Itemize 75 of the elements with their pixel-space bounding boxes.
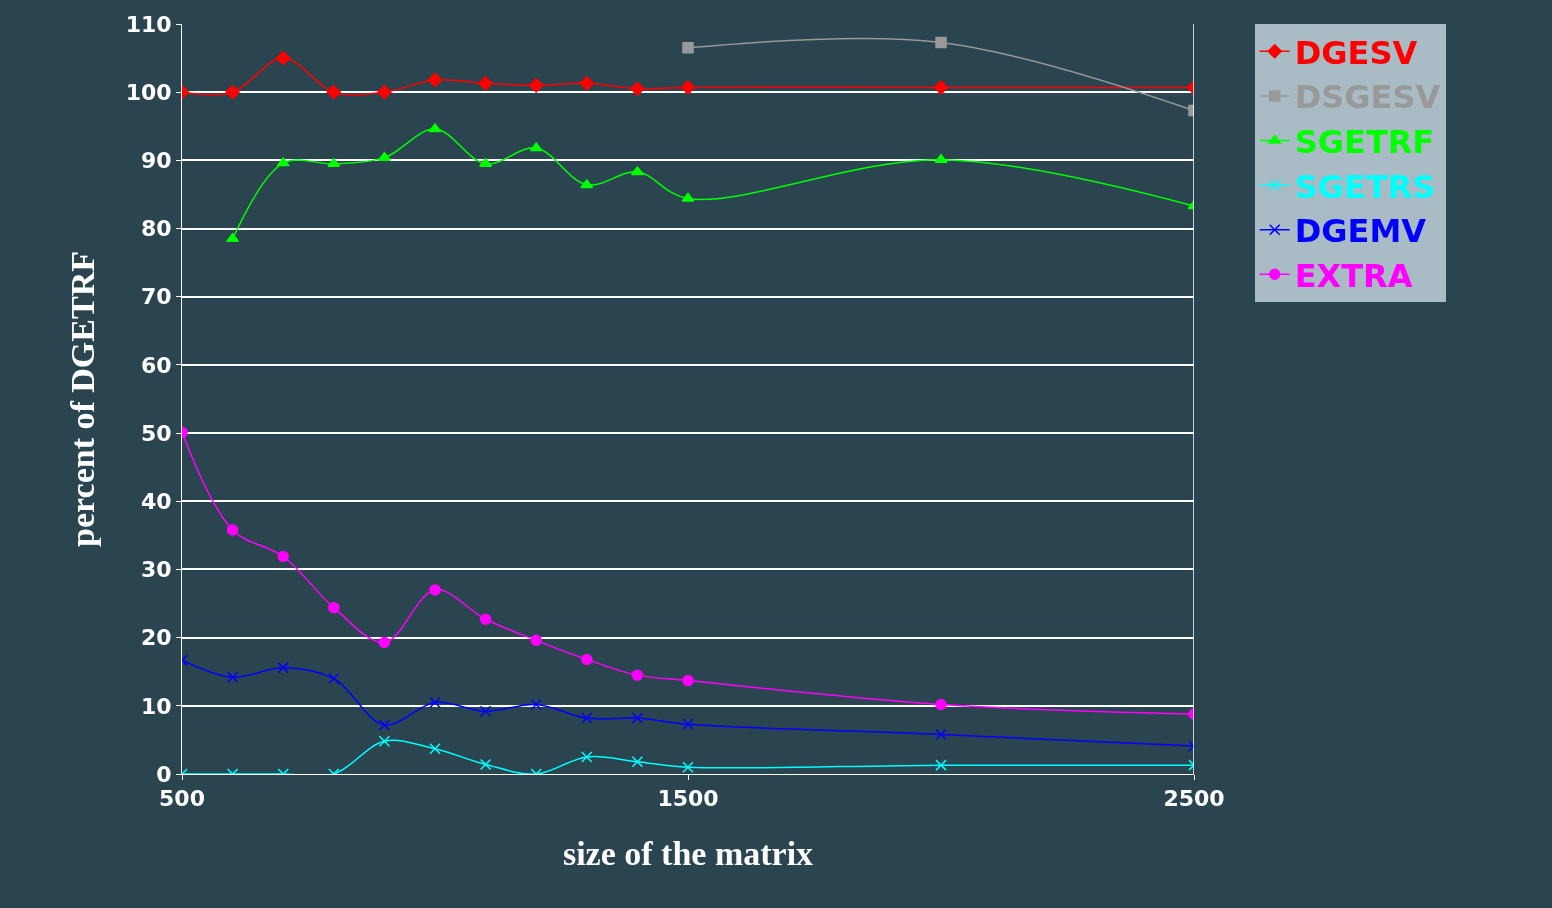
y-tick-label: 60 (140, 352, 172, 378)
point (934, 153, 948, 163)
x-tick-label: 2500 (1163, 786, 1225, 812)
point (479, 613, 492, 625)
point (429, 696, 441, 709)
point (935, 698, 947, 711)
point (682, 718, 694, 730)
point (579, 76, 595, 91)
y-tick-label: 30 (140, 557, 172, 583)
legend-label: EXTRA (1294, 256, 1413, 295)
legend-label: DGEMV (1294, 212, 1427, 251)
point (428, 123, 442, 133)
y-tick-label: 10 (140, 693, 172, 719)
point (377, 84, 392, 100)
point (682, 674, 694, 687)
x-axis-title: size of the matrix (562, 834, 814, 872)
point (479, 158, 493, 168)
point (933, 80, 949, 95)
y-tick-label: 100 (125, 79, 172, 105)
point (528, 78, 544, 93)
point (427, 72, 443, 88)
point (581, 712, 593, 724)
point (277, 661, 289, 674)
point (935, 36, 947, 49)
y-tick-label: 0 (156, 761, 172, 787)
point (630, 81, 645, 97)
x-tick-label: 500 (159, 786, 205, 812)
point (377, 151, 391, 161)
point (327, 158, 341, 168)
point (275, 50, 291, 66)
point (479, 705, 492, 718)
point (478, 76, 493, 91)
point (580, 179, 594, 189)
legend-label: SGETRS (1294, 167, 1436, 206)
y-axis-title: percent of DGETRF (64, 251, 102, 547)
y-tick-label: 50 (140, 420, 172, 446)
point (328, 601, 340, 614)
point (276, 157, 290, 167)
point (226, 671, 239, 683)
y-tick-label: 70 (140, 284, 172, 310)
point (328, 672, 340, 685)
point (631, 669, 644, 681)
y-tick-label: 20 (140, 625, 172, 651)
point (530, 698, 542, 711)
y-tick-label: 40 (140, 488, 172, 514)
legend-label: DGESV (1294, 33, 1418, 72)
point (581, 751, 593, 763)
point (630, 166, 644, 176)
point (326, 84, 342, 100)
point (226, 233, 240, 243)
point (682, 42, 694, 54)
point (935, 759, 947, 771)
point (378, 735, 391, 748)
y-tick-label: 110 (125, 11, 172, 37)
point (529, 142, 543, 152)
point (530, 634, 542, 647)
point (429, 743, 441, 755)
point (277, 550, 289, 563)
point (226, 524, 239, 536)
point (681, 192, 695, 202)
point (631, 755, 644, 768)
point (935, 728, 947, 741)
point (378, 636, 391, 649)
point (682, 761, 694, 773)
point (479, 758, 492, 771)
y-tick-label: 80 (140, 216, 172, 242)
point (225, 84, 240, 100)
point (631, 712, 644, 724)
x-tick-label: 1500 (657, 786, 719, 812)
point (429, 584, 441, 596)
legend-label: SGETRF (1294, 122, 1435, 161)
point (680, 80, 696, 95)
y-tick-label: 90 (140, 148, 172, 174)
point (581, 653, 593, 666)
point (378, 719, 391, 731)
